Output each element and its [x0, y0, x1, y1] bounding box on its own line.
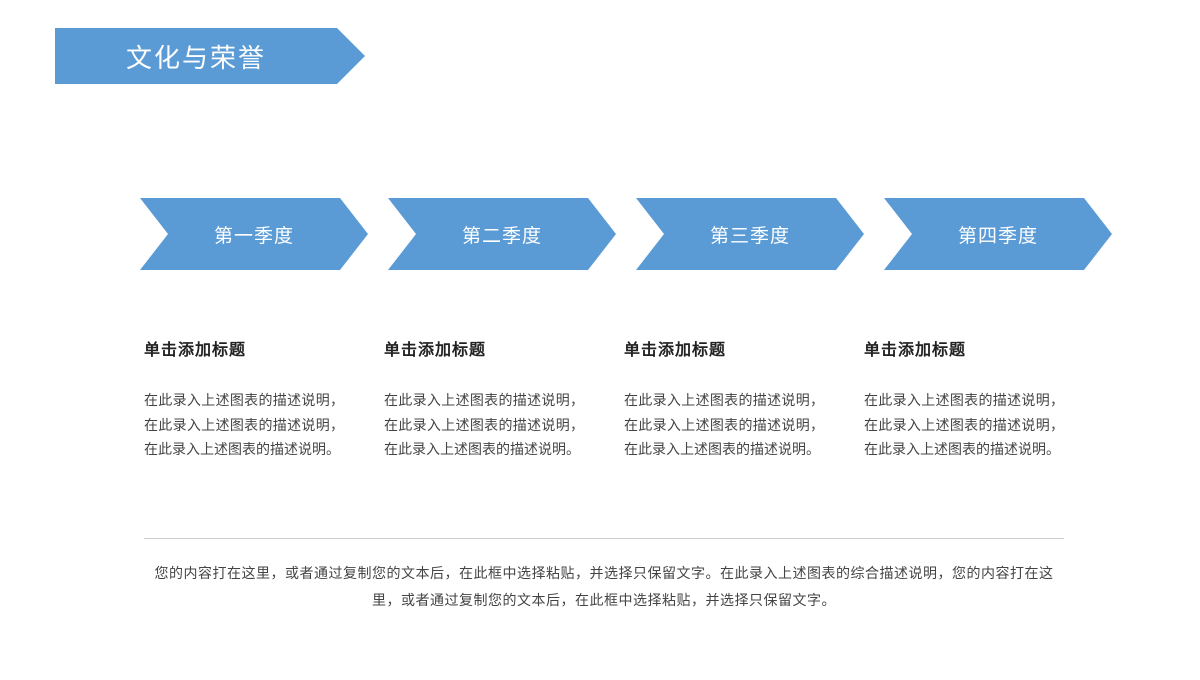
column-title: 单击添加标题: [384, 336, 584, 360]
column-2: 单击添加标题 在此录入上述图表的描述说明，在此录入上述图表的描述说明，在此录入上…: [384, 336, 584, 462]
chevron-q3: 第三季度: [636, 198, 864, 270]
column-3: 单击添加标题 在此录入上述图表的描述说明，在此录入上述图表的描述说明，在此录入上…: [624, 336, 824, 462]
column-body: 在此录入上述图表的描述说明，在此录入上述图表的描述说明，在此录入上述图表的描述说…: [624, 388, 824, 462]
title-arrow-icon: [337, 28, 365, 84]
column-title: 单击添加标题: [144, 336, 344, 360]
column-body: 在此录入上述图表的描述说明，在此录入上述图表的描述说明，在此录入上述图表的描述说…: [384, 388, 584, 462]
page-title: 文化与荣誉: [55, 28, 337, 84]
column-title: 单击添加标题: [624, 336, 824, 360]
chevron-label: 第一季度: [214, 221, 294, 248]
divider: [144, 538, 1064, 539]
content-columns: 单击添加标题 在此录入上述图表的描述说明，在此录入上述图表的描述说明，在此录入上…: [144, 336, 1064, 462]
title-banner: 文化与荣誉: [55, 28, 365, 84]
column-body: 在此录入上述图表的描述说明，在此录入上述图表的描述说明，在此录入上述图表的描述说…: [864, 388, 1064, 462]
chevron-label: 第四季度: [958, 221, 1038, 248]
chevron-q1: 第一季度: [140, 198, 368, 270]
chevron-q2: 第二季度: [388, 198, 616, 270]
footer-text: 您的内容打在这里，或者通过复制您的文本后，在此框中选择粘贴，并选择只保留文字。在…: [144, 560, 1064, 613]
chevron-q4: 第四季度: [884, 198, 1112, 270]
chevron-label: 第二季度: [462, 221, 542, 248]
column-body: 在此录入上述图表的描述说明，在此录入上述图表的描述说明，在此录入上述图表的描述说…: [144, 388, 344, 462]
chevron-label: 第三季度: [710, 221, 790, 248]
column-4: 单击添加标题 在此录入上述图表的描述说明，在此录入上述图表的描述说明，在此录入上…: [864, 336, 1064, 462]
column-1: 单击添加标题 在此录入上述图表的描述说明，在此录入上述图表的描述说明，在此录入上…: [144, 336, 344, 462]
process-chevrons: 第一季度 第二季度 第三季度 第四季度: [140, 198, 1150, 270]
column-title: 单击添加标题: [864, 336, 1064, 360]
